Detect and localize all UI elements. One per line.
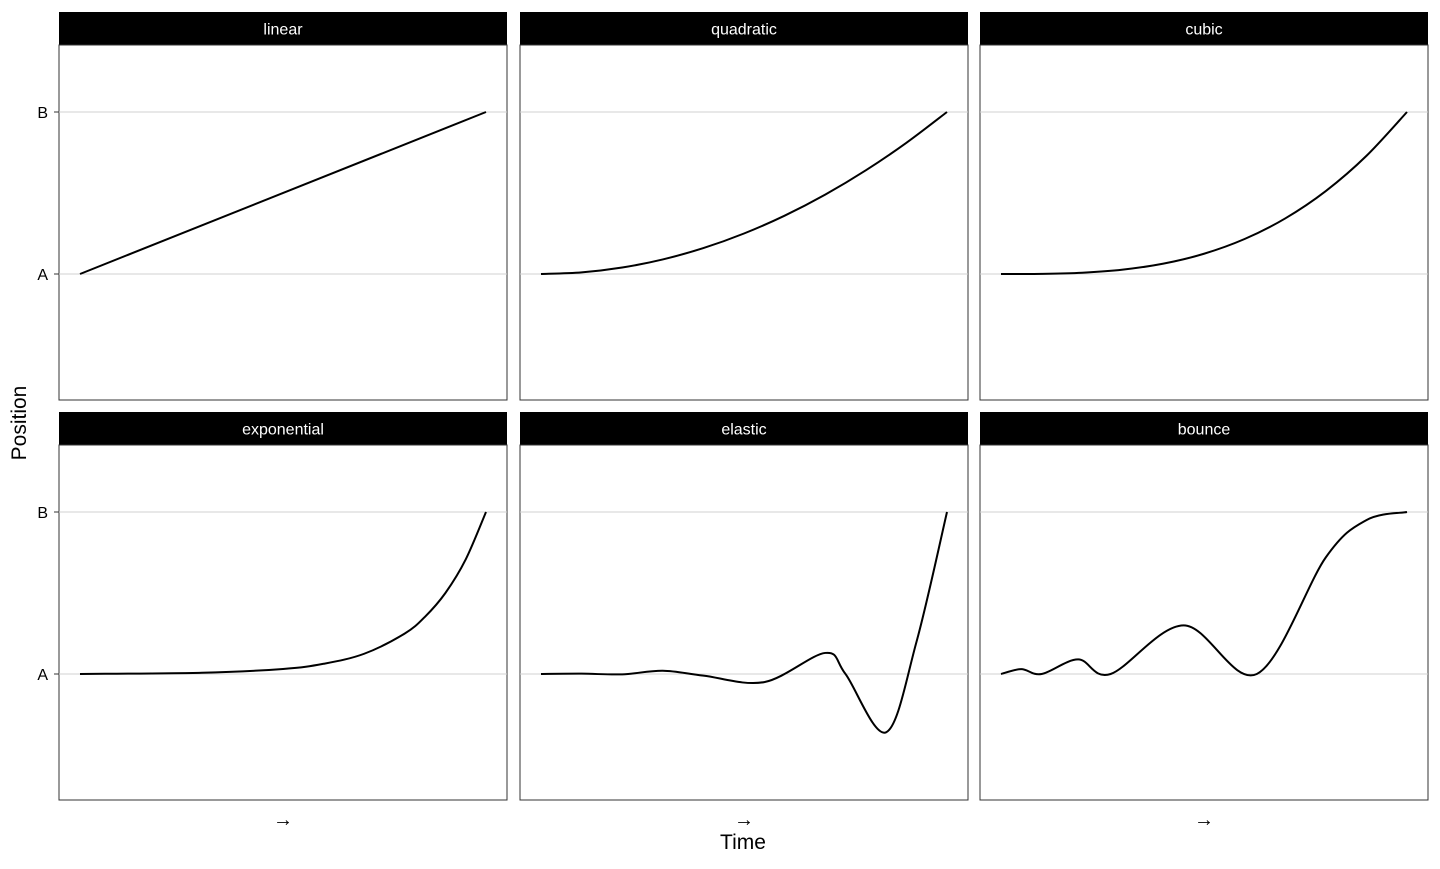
facet-panel-cubic: cubic: [979, 12, 1429, 401]
facet-strip: [59, 412, 507, 445]
series-line-bounce: [1000, 511, 1408, 677]
y-tick-label: A: [37, 667, 48, 684]
y-tick-label: A: [37, 267, 48, 284]
series-line-quadratic: [540, 111, 948, 275]
facet-panel-bounce: bounce →: [979, 412, 1429, 831]
y-axis-label: Position: [8, 386, 31, 461]
series-line-exponential: [79, 511, 487, 675]
plot-area: [519, 44, 969, 401]
facet-panel-linear: linear A B: [37, 12, 508, 401]
facet-strip: [520, 412, 968, 445]
facet-strip: [980, 12, 1428, 45]
facet-panel-exponential: exponential A B →: [37, 412, 508, 831]
facet-panel-quadratic: quadratic: [519, 12, 969, 401]
plot-area: [58, 444, 508, 801]
series-line-cubic: [1000, 111, 1408, 275]
facet-title: cubic: [1185, 22, 1222, 39]
facet-title: exponential: [242, 422, 324, 439]
y-tick-label: B: [37, 105, 48, 122]
x-tick-label: →: [1194, 809, 1214, 831]
series-line-elastic: [540, 511, 948, 734]
plot-area: [58, 44, 508, 401]
facet-title: elastic: [721, 422, 766, 439]
facet-panel-elastic: elastic →: [519, 412, 969, 831]
facet-title: quadratic: [711, 22, 777, 39]
facet-strip: [980, 412, 1428, 445]
y-tick-label: B: [37, 505, 48, 522]
series-line-linear: [79, 111, 487, 275]
facet-strip: [59, 12, 507, 45]
x-tick-label: →: [734, 809, 754, 831]
facet-title: bounce: [1178, 422, 1231, 439]
plot-area: [979, 44, 1429, 401]
plot-area: [519, 444, 969, 801]
x-tick-label: →: [273, 809, 293, 831]
facet-strip: [520, 12, 968, 45]
x-axis-label: Time: [720, 831, 766, 854]
plot-area: [979, 444, 1429, 801]
facet-title: linear: [263, 22, 303, 39]
